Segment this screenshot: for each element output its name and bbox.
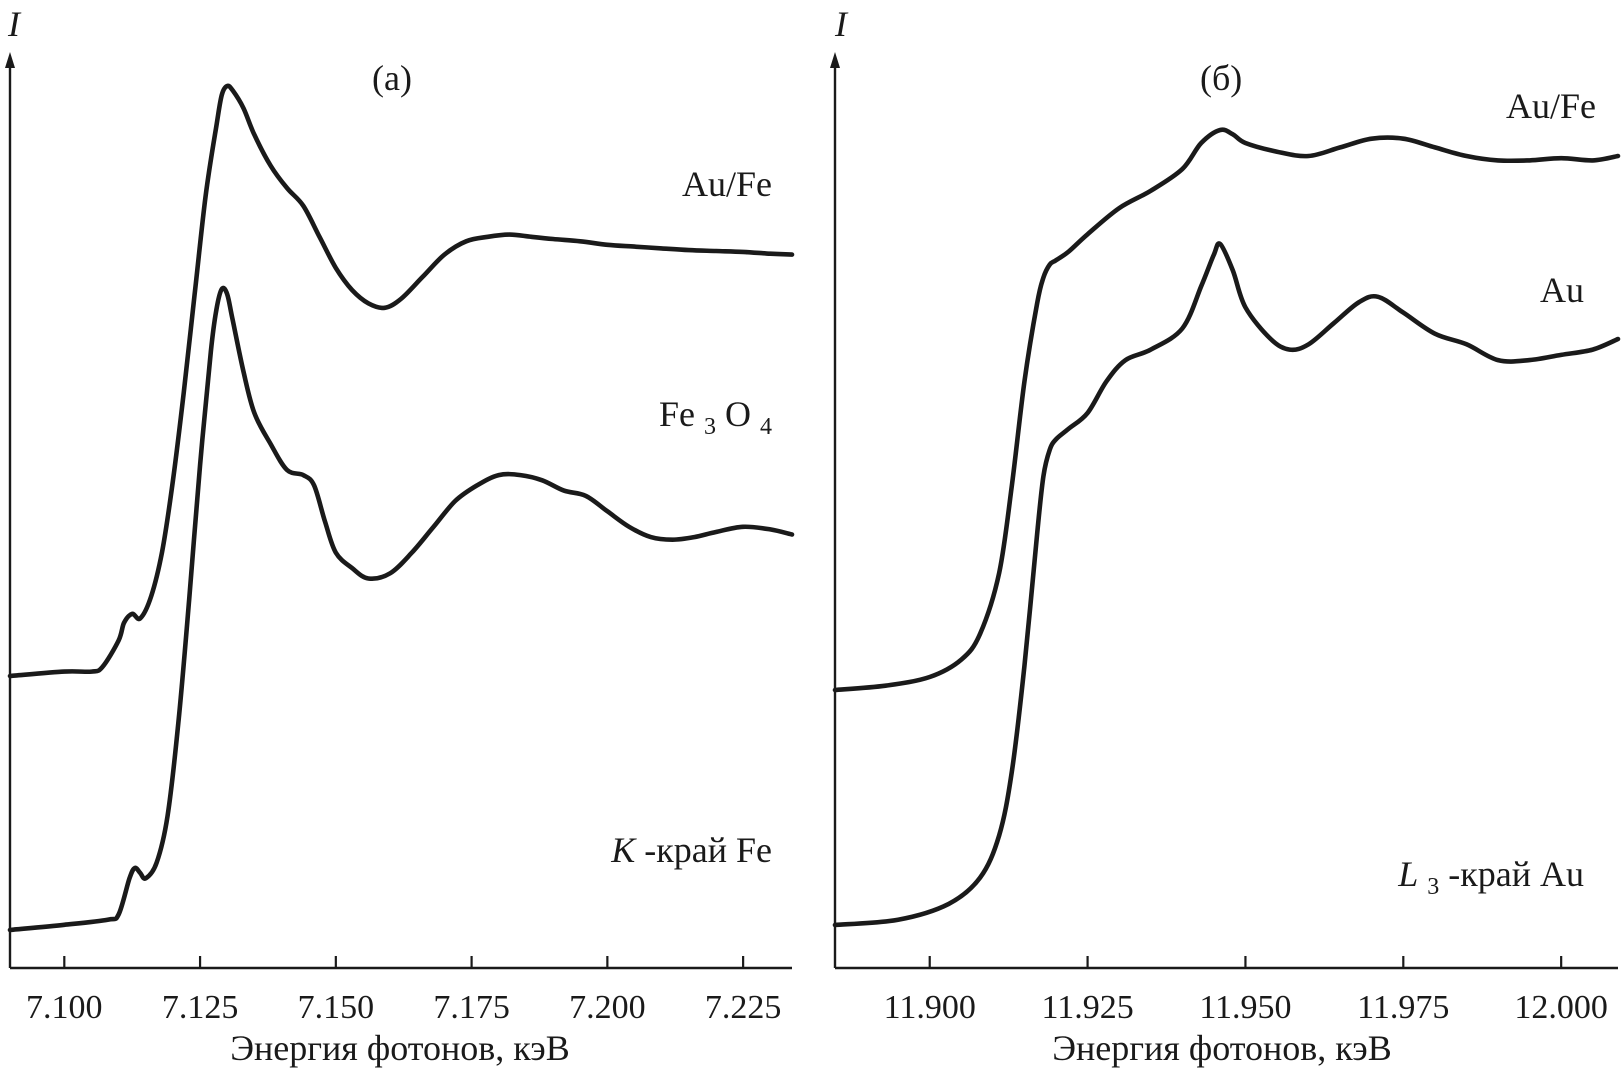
panel-b-x-tick-label: 11.950 [1199,989,1291,1026]
panel-a-x-tick-label: 7.225 [705,989,782,1026]
panel-b-x-axis-title: Энергия фотонов, кэВ [1052,1028,1391,1068]
panel-a-ticks: 7.100 7.125 7.150 7.175 7.200 7.225 [26,956,781,1026]
edge-label-b-sub3: 3 [1427,874,1439,900]
edge-label-a: K -край Fe [610,830,772,870]
panel-a-y-axis-arrow [5,52,15,68]
panel-a-label: (a) [372,58,412,98]
series-label-au-fe-a-text: Au/Fe [682,164,772,204]
panel-a-x-tick-label: 7.175 [433,989,510,1026]
edge-label-b: L 3 -край Au [1397,854,1584,902]
panel-a-curves [7,83,795,933]
panel-b-x-tick-label: 11.900 [884,989,976,1026]
panel-b: I (б) Энергия фотонов, кэВ 11.900 11.925 1… [830,4,1621,1068]
series-label-au-fe-b-text: Au/Fe [1506,86,1596,126]
panel-a-x-tick-label: 7.125 [162,989,239,1026]
panel-b-label: (б) [1200,58,1242,98]
panel-b-x-tick-label: 11.975 [1357,989,1449,1026]
series-label-fe3o4-sub3: 3 [704,414,716,440]
series-label-fe3o4-fe: Fe [659,394,695,434]
series-label-fe3o4-o: O [725,394,751,434]
series-label-au-fe-a: Au/Fe [682,164,772,204]
panel-a-y-axis-label: I [7,4,22,44]
panel-a-x-tick-label: 7.100 [26,989,103,1026]
edge-label-b-l: L [1397,854,1418,894]
series-label-au: Au [1540,270,1584,310]
panel-b-x-tick-label: 12.000 [1514,989,1608,1026]
panel-b-curves [832,127,1621,928]
panel-b-y-axis-label: I [834,4,849,44]
edge-label-a-k: K [610,830,637,870]
series-line-fe3o4-panel-a [7,285,795,933]
panel-b-y-axis-arrow [830,52,840,68]
series-label-fe3o4: Fe 3 O 4 [659,394,772,442]
series-label-au-text: Au [1540,270,1584,310]
panel-a: I (a) Энергия фотонов, кэВ 7.100 7.125 7.1… [5,4,795,1068]
edge-label-b-rest: -край Au [1448,854,1584,894]
panel-b-ticks: 11.900 11.925 11.950 11.975 12.000 [884,956,1608,1026]
series-label-au-fe-b: Au/Fe [1506,86,1596,126]
panel-a-x-axis-title: Энергия фотонов, кэВ [230,1028,569,1068]
series-label-fe3o4-sub4: 4 [760,414,772,440]
series-line-au-fe-panel-b [832,127,1621,693]
panel-a-x-tick-label: 7.200 [569,989,646,1026]
panel-b-x-tick-label: 11.925 [1041,989,1133,1026]
series-line-au-fe-panel-a [7,83,795,679]
panel-a-x-tick-label: 7.150 [298,989,375,1026]
edge-label-a-rest: -край Fe [644,830,772,870]
series-line-au-panel-b [832,241,1621,928]
